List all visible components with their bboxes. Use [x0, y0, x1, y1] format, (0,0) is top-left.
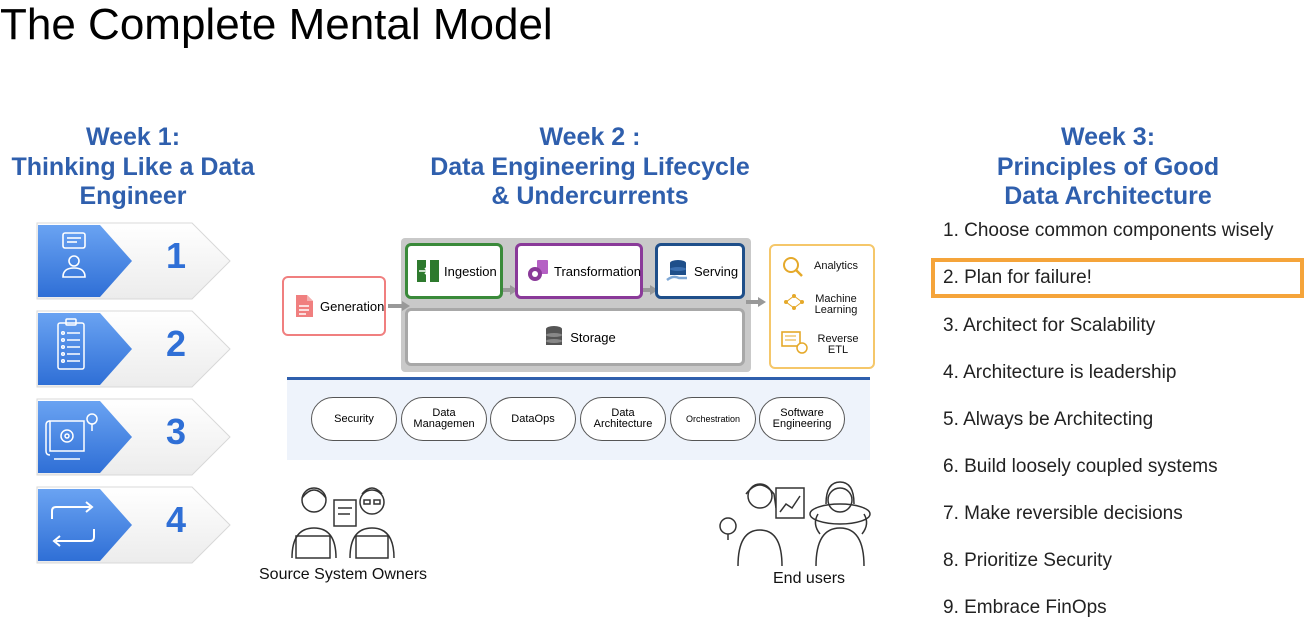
week1-item-2: 2 [36, 309, 232, 389]
week1-item-4: 4 [36, 485, 232, 565]
principle-5: 5. Always be Architecting [943, 409, 1154, 430]
stage-storage: Storage [405, 308, 745, 366]
principle-3: 3. Architect for Scalability [943, 315, 1156, 336]
page-title: The Complete Mental Model [0, 0, 553, 49]
week1-number: 3 [165, 411, 187, 452]
output-analytics: Analytics [813, 260, 859, 272]
undercurrent-orchestration: Orchestration [670, 397, 756, 441]
week2-heading: Week 2 : Data Engineering Lifecycle & Un… [430, 123, 750, 210]
reverse-etl-icon [781, 331, 808, 354]
arrow-shape [36, 310, 231, 388]
week1-heading: Week 1: Thinking Like a Data Engineer [11, 123, 255, 210]
analytics-icon [783, 257, 803, 277]
undercurrent-security: Security [311, 397, 397, 441]
stage-storage-label: Storage [570, 329, 616, 345]
week1-item-3: 3 [36, 397, 232, 477]
stage-serving: Serving [655, 243, 745, 299]
arrow-shape [36, 486, 231, 564]
stage-transformation-label: Transformation [554, 263, 641, 279]
machine-learning-icon [784, 294, 804, 310]
stage-serving-label: Serving [694, 263, 739, 279]
source-owners-label: Source System Owners [259, 566, 428, 583]
principle-1: 1. Choose common components wisely [943, 220, 1274, 241]
document-icon [296, 295, 313, 317]
stage-generation-label: Generation [320, 298, 385, 314]
undercurrent-data-management: Data Managemen [401, 397, 487, 441]
principle-2: 2. Plan for failure! [943, 267, 1092, 288]
stage-transformation: Transformation [515, 243, 643, 299]
undercurrent-software-engineering: Software Engineering [759, 397, 845, 441]
week3-heading: Week 3: Principles of Good Data Architec… [996, 123, 1220, 210]
arrow-shape [36, 222, 231, 300]
principle-6: 6. Build loosely coupled systems [943, 456, 1218, 477]
principle-9: 9. Embrace FinOps [943, 597, 1107, 618]
ingest-doors-icon [417, 260, 439, 282]
week1-number: 4 [165, 499, 187, 540]
principle-highlight [931, 258, 1304, 298]
arrow-shape [36, 398, 231, 476]
outputs-icons [781, 257, 808, 354]
principle-7: 7. Make reversible decisions [943, 503, 1183, 524]
undercurrent-dataops: DataOps [490, 397, 576, 441]
stage-ingestion-label: Ingestion [444, 263, 497, 279]
stage-ingestion: Ingestion [405, 243, 503, 299]
end-users-label: End users [773, 570, 846, 587]
week1-item-1: 1 [36, 221, 232, 301]
principle-4: 4. Architecture is leadership [943, 362, 1177, 383]
source-owners-illustration [291, 487, 395, 559]
output-machine-learning: Machine Learning [814, 293, 858, 316]
database-serve-icon [666, 260, 687, 281]
principle-8: 8. Prioritize Security [943, 550, 1112, 571]
undercurrent-data-architecture: Data Architecture [580, 397, 666, 441]
end-users-illustration [719, 481, 871, 567]
week1-number: 1 [165, 235, 187, 276]
transform-gear-icon [528, 260, 548, 281]
outputs-box [769, 244, 875, 369]
week1-number: 2 [165, 323, 187, 364]
output-reverse-etl: Reverse ETL [817, 333, 859, 356]
database-icon [546, 326, 563, 345]
stage-generation: Generation [282, 276, 386, 336]
